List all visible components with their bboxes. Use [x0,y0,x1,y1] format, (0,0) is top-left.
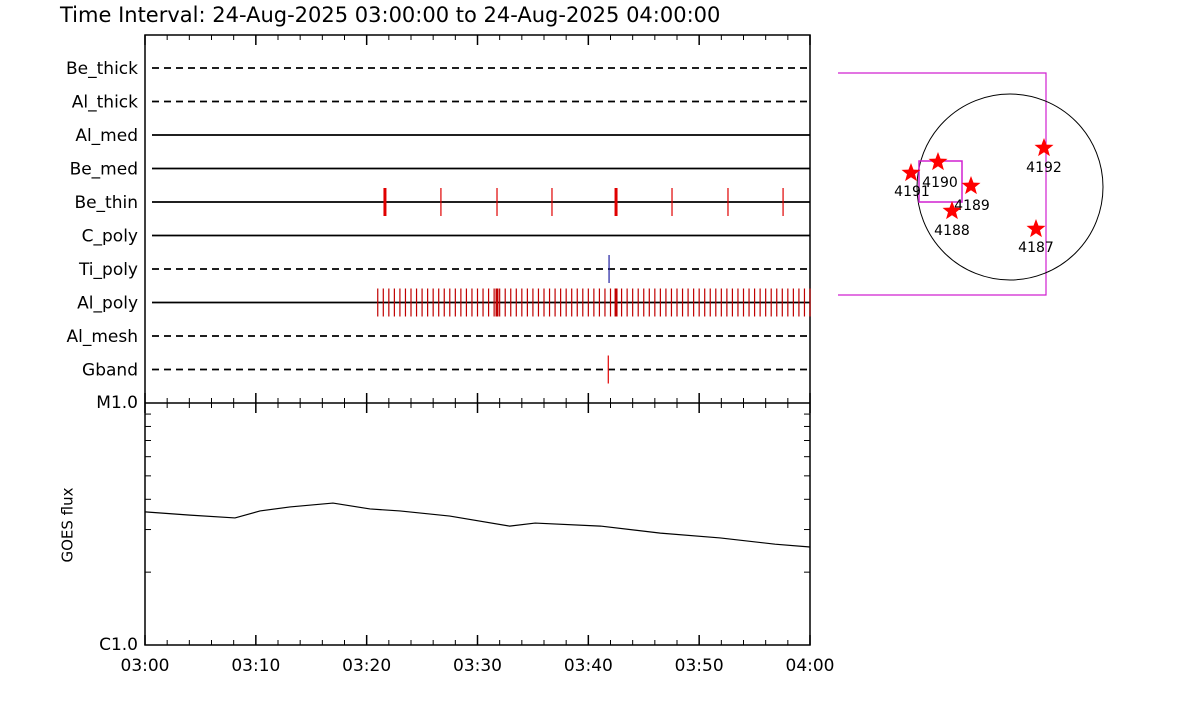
row-label: Be_thick [66,59,138,79]
row-label: Al_med [75,126,138,146]
row-label: C_poly [82,227,138,247]
region-label: 4187 [1018,240,1054,256]
region-label: 4192 [1026,160,1062,176]
row-label: Ti_poly [78,260,138,280]
region-star [942,201,962,220]
region-label: 4191 [894,184,930,200]
x-tick-label: 03:30 [453,656,502,676]
y-tick-label: M1.0 [96,393,138,413]
region-star [1026,219,1046,238]
row-label: Al_thick [72,93,138,113]
x-tick-label: 03:10 [231,656,280,676]
region-label: 4188 [934,223,970,239]
frame [144,34,811,646]
x-tick-label: 03:40 [564,656,613,676]
x-tick-label: 03:20 [342,656,391,676]
fov-box [838,72,1047,296]
region-star [928,152,948,171]
goes-curve [144,502,811,548]
y-tick-label: C1.0 [99,635,138,655]
solar-disk [916,93,1104,281]
row-label: Al_mesh [66,327,138,347]
title: Time Interval: 24-Aug-2025 03:00:00 to 2… [59,3,720,27]
y-axis-label: GOES flux [59,487,77,562]
region-star [961,176,981,195]
region-star [901,163,921,182]
region-label: 4190 [922,175,958,191]
row-label: Be_med [70,160,138,180]
region-star [1034,138,1054,157]
row-label: Be_thin [74,193,138,213]
row-label: Gband [82,361,138,381]
x-tick-label: 03:00 [121,656,170,676]
x-tick-label: 04:00 [786,656,835,676]
region-label: 4189 [954,198,990,214]
row-label: Al_poly [77,294,138,314]
x-tick-label: 03:50 [675,656,724,676]
